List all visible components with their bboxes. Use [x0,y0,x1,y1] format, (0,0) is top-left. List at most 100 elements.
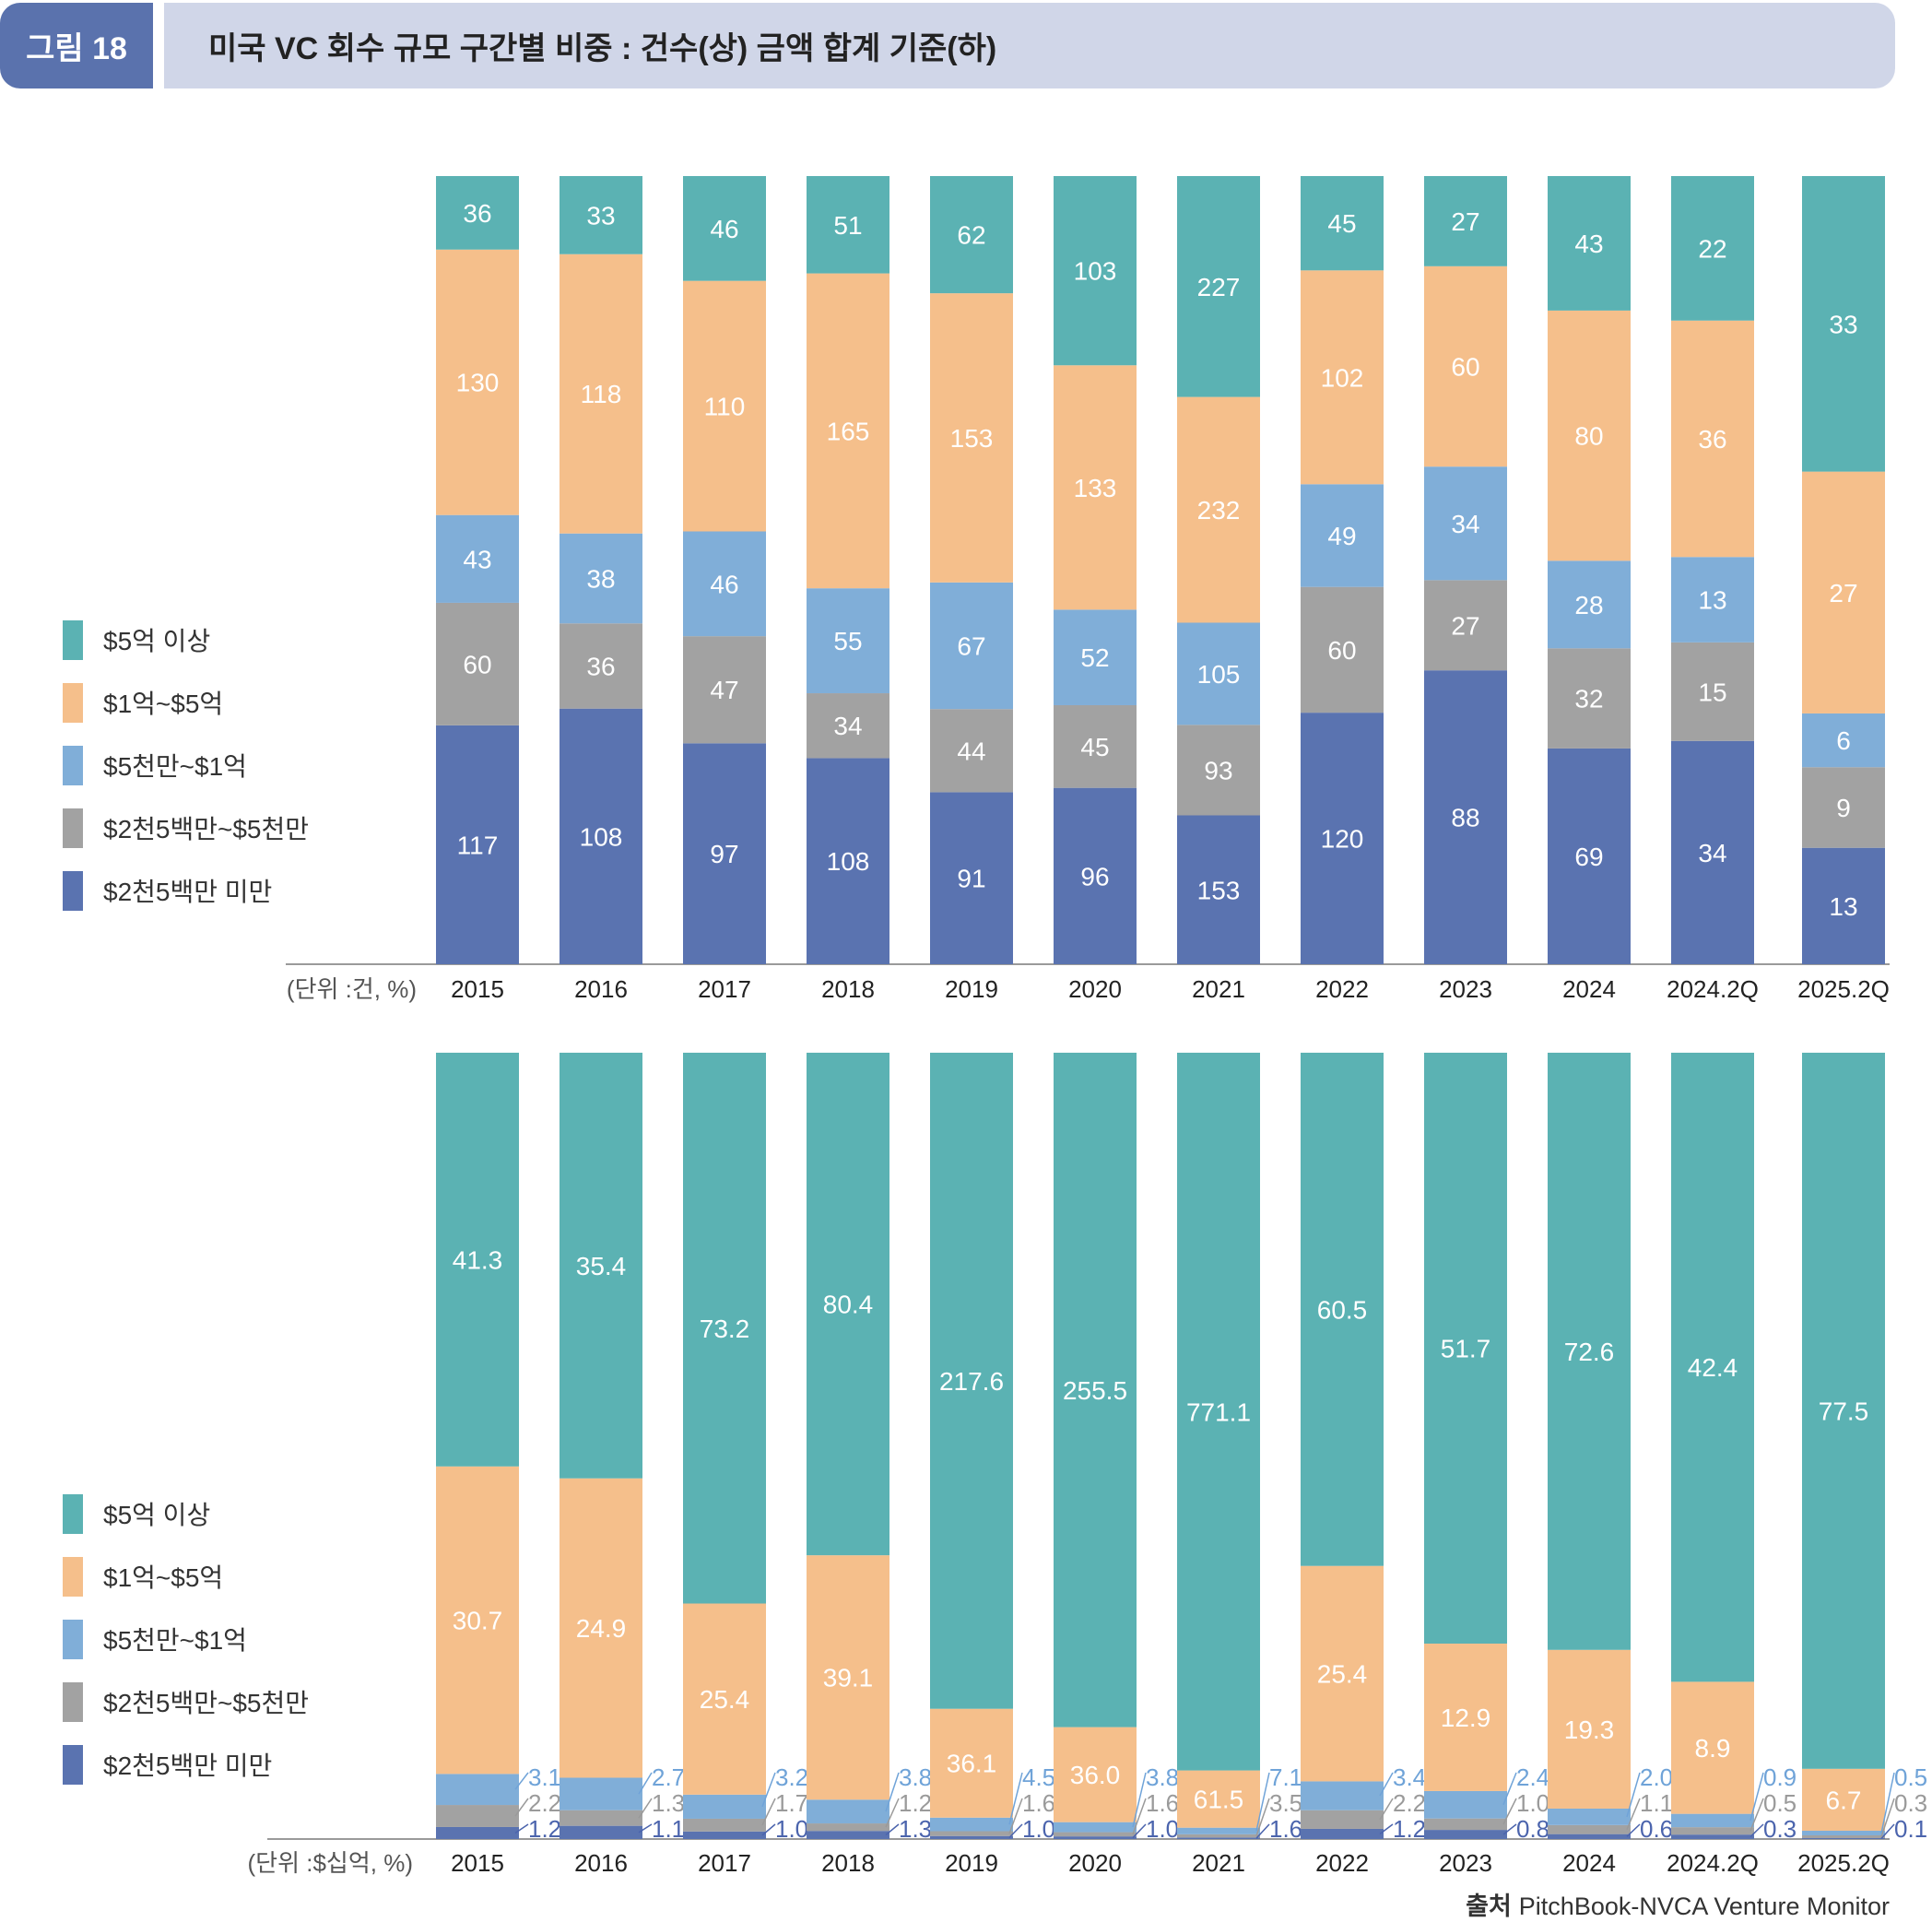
data-label: 102 [1321,363,1364,392]
bar-segment-25m_50m [436,602,519,725]
data-label-outside: 1.3 [652,1789,685,1817]
bar-segment-under_25m [560,708,642,964]
leader-line [1749,1798,1764,1832]
data-label: 36 [1698,425,1726,454]
bar-segment-50m_100m [807,1799,889,1824]
data-label: 60 [1327,636,1356,665]
legend-label: $5억 이상 [103,1501,211,1529]
data-label-outside: 7.1 [1269,1763,1302,1791]
bar-segment-100m_500m [683,1603,766,1795]
leader-line [638,1772,653,1795]
bar-segment-25m_50m [1424,1818,1507,1831]
data-label: 44 [957,737,985,765]
legend-item-25m_50m: $2천5백만~$5천만 [63,1670,309,1733]
bar-segment-25m_50m [1802,1834,1885,1838]
x-tick-label: 2018 [821,1849,875,1877]
source-note: 출처 PitchBook-NVCA Venture Monitor [1466,1886,1890,1922]
bar-segment-50m_100m [1671,557,1754,643]
data-label: 27 [1451,207,1479,236]
data-label: 41.3 [453,1245,503,1274]
x-tick-label: 2025.2Q [1797,1849,1890,1877]
x-tick-label: 2020 [1068,1849,1122,1877]
bar-segment-under_25m [1424,1830,1507,1839]
x-tick-label: 2024 [1562,975,1616,1003]
legend-swatch [63,745,83,785]
x-tick-label: 2019 [945,1849,998,1877]
legend-swatch [63,1619,83,1659]
legend-bottom: $5억 이상 $1억~$5억 $5천만~$1억 $2천5백만~$5천만 $2천5백만 미… [63,1482,309,1796]
leader-line [1502,1798,1517,1825]
bar-segment-over_500m [1671,1053,1754,1682]
bar-segment-over_500m [560,176,642,254]
data-label: 105 [1197,660,1241,689]
bar-segment-under_25m [1054,787,1137,964]
data-label: 6 [1836,726,1851,755]
data-label: 38 [586,564,615,593]
bar-segment-50m_100m [807,588,889,694]
x-tick-label: 2025.2Q [1797,975,1890,1003]
data-label-outside: 1.0 [1146,1815,1179,1843]
data-label: 36.0 [1070,1761,1121,1789]
bar-segment-25m_50m [560,1810,642,1826]
data-label: 45 [1080,733,1109,761]
data-label-outside: 2.2 [1393,1789,1426,1817]
bar-segment-100m_500m [807,273,889,589]
leader-line [761,1823,776,1836]
source-label: 출처 [1466,1893,1512,1920]
data-label-outside: 1.1 [652,1815,685,1843]
bar-segment-over_500m [1802,1053,1885,1769]
unit-label: (단위 :$십억, %) [248,1849,413,1877]
data-label: 34 [1698,839,1726,867]
data-label-outside: 1.7 [775,1789,808,1817]
data-label: 771.1 [1186,1397,1251,1426]
source-text: PitchBook-NVCA Venture Monitor [1518,1893,1890,1920]
bar-segment-over_500m [1671,176,1754,321]
data-label-outside: 0.9 [1763,1763,1797,1791]
bar-segment-25m_50m [1177,1834,1260,1838]
bar-segment-over_500m [1177,1053,1260,1771]
bar-segment-100m_500m [1177,1770,1260,1828]
data-label: 42.4 [1688,1353,1738,1382]
bar-segment-100m_500m [560,254,642,534]
leader-line [1132,1772,1147,1828]
data-label: 73.2 [700,1315,750,1343]
data-label: 96 [1080,862,1109,890]
data-label-outside: 0.8 [1516,1815,1549,1843]
x-tick-label: 2021 [1192,1849,1245,1877]
data-label: 49 [1327,522,1356,550]
bar-segment-under_25m [1802,847,1885,964]
bar-segment-over_500m [1054,1053,1137,1727]
bar-segment-25m_50m [930,1831,1013,1836]
bar-segment-under_25m [436,725,519,964]
legend-swatch [63,1556,83,1597]
data-label: 27 [1829,579,1857,607]
data-label: 67 [957,632,985,661]
x-tick-label: 2021 [1192,975,1245,1003]
leader-line [885,1798,900,1828]
leader-line [1255,1798,1270,1836]
data-label: 52 [1080,643,1109,672]
leader-line [1626,1798,1641,1831]
leader-line [514,1823,529,1834]
x-tick-label: 2022 [1315,1849,1369,1877]
data-label: 217.6 [939,1367,1004,1396]
leader-line [1008,1823,1023,1838]
data-label: 118 [581,380,622,408]
bar-segment-under_25m [1802,1837,1885,1839]
bar-segment-25m_50m [1301,1810,1384,1829]
data-label-outside: 0.1 [1894,1815,1927,1843]
bar-segment-25m_50m [1671,1827,1754,1835]
data-label-outside: 3.8 [899,1763,932,1791]
data-label: 51 [833,211,862,240]
bar-segment-25m_50m [1548,1824,1631,1834]
x-tick-label: 2015 [451,1849,504,1877]
bar-segment-under_25m [1301,1828,1384,1839]
x-tick-label: 2023 [1439,1849,1492,1877]
bar-segment-over_500m [1424,176,1507,266]
data-label-outside: 2.2 [528,1789,561,1817]
bar-segment-50m_100m [560,533,642,624]
data-label: 60 [1451,353,1479,382]
data-label: 30.7 [453,1607,503,1635]
leader-line [885,1772,900,1812]
data-label: 153 [1197,876,1241,904]
